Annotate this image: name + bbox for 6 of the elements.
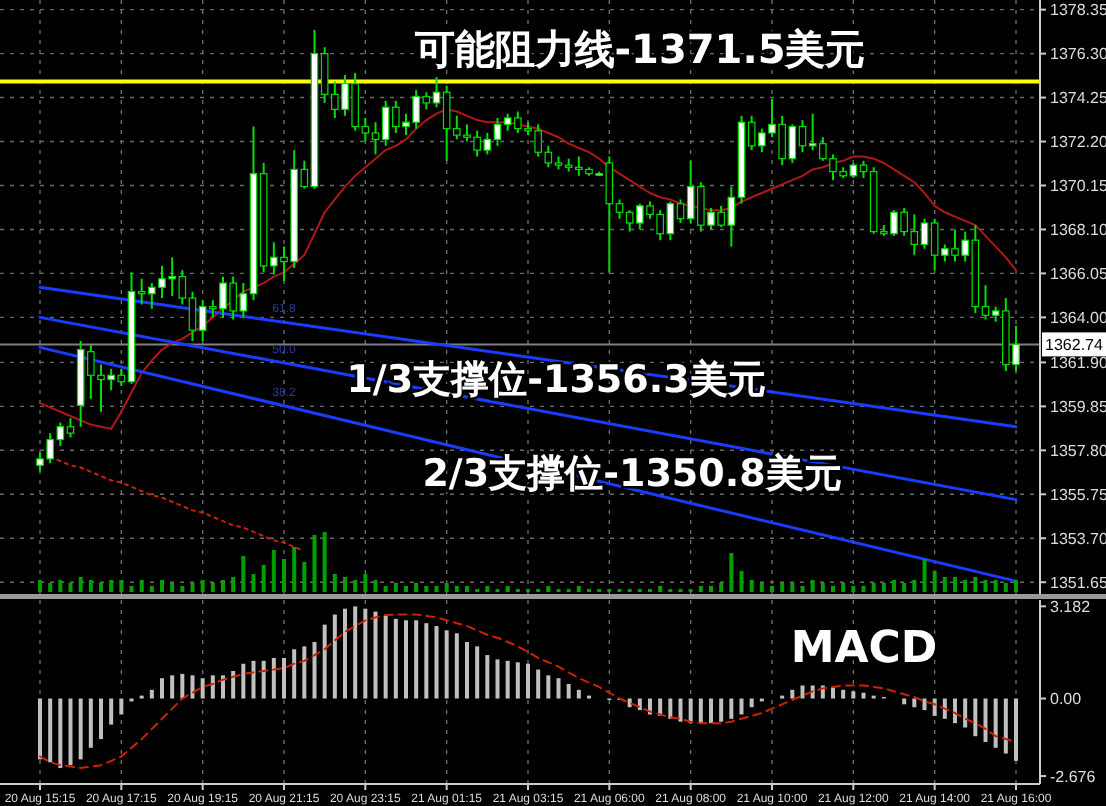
ref-line-label: 1362.74 — [1045, 335, 1105, 354]
y-tick-label: -2.676 — [1050, 767, 1097, 786]
ref-line-label: 可能阻力线-1371.5美元 — [412, 25, 866, 74]
annotation: MACD — [790, 624, 938, 674]
y-tick-label: 3.182 — [1050, 597, 1092, 616]
y-tick-label: 0.00 — [1050, 690, 1083, 709]
